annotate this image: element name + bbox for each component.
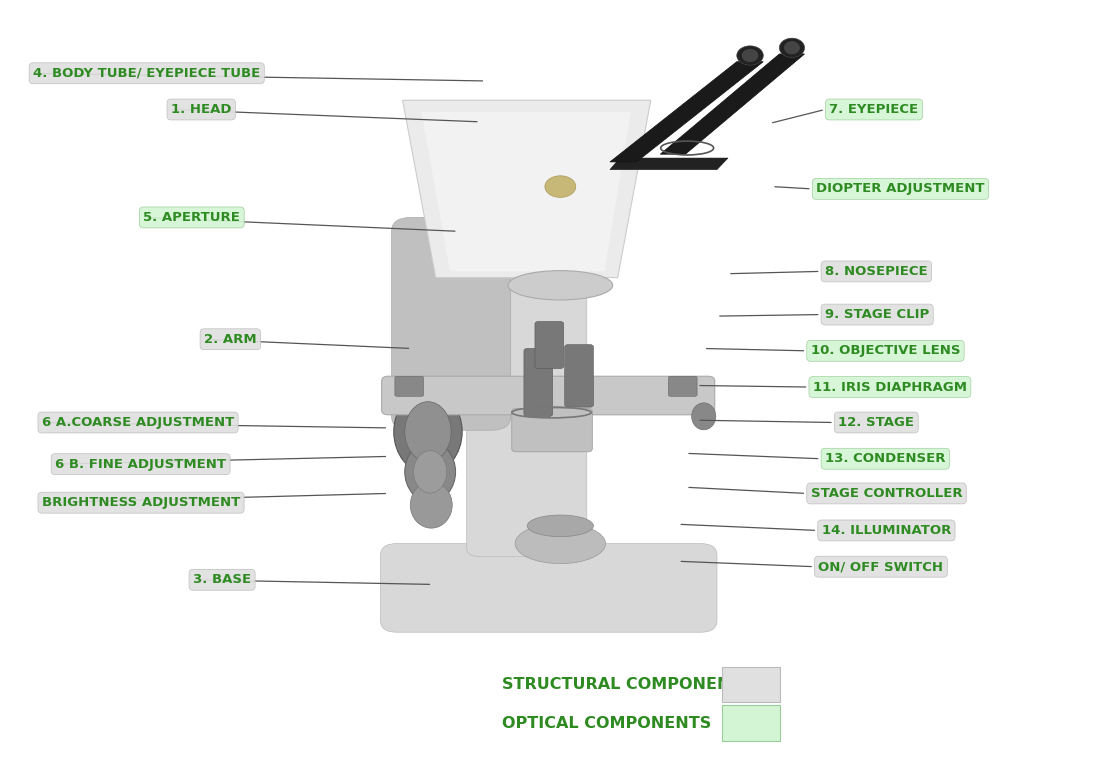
Ellipse shape — [515, 524, 606, 564]
FancyBboxPatch shape — [524, 348, 553, 416]
Ellipse shape — [780, 38, 804, 58]
FancyBboxPatch shape — [392, 217, 511, 430]
Text: BRIGHTNESS ADJUSTMENT: BRIGHTNESS ADJUSTMENT — [42, 497, 240, 509]
Ellipse shape — [545, 176, 576, 197]
FancyBboxPatch shape — [535, 322, 564, 369]
Ellipse shape — [784, 42, 800, 54]
FancyBboxPatch shape — [565, 345, 593, 407]
Text: OPTICAL COMPONENTS: OPTICAL COMPONENTS — [502, 715, 711, 731]
FancyBboxPatch shape — [512, 409, 592, 452]
Polygon shape — [661, 54, 804, 154]
Ellipse shape — [384, 557, 715, 612]
Text: 1. HEAD: 1. HEAD — [171, 103, 232, 116]
Text: 10. OBJECTIVE LENS: 10. OBJECTIVE LENS — [811, 345, 961, 357]
Text: 5. APERTURE: 5. APERTURE — [143, 211, 240, 224]
Text: 14. ILLUMINATOR: 14. ILLUMINATOR — [822, 524, 951, 537]
Text: ON/ OFF SWITCH: ON/ OFF SWITCH — [818, 561, 943, 573]
Ellipse shape — [742, 49, 758, 62]
Text: 7. EYEPIECE: 7. EYEPIECE — [829, 103, 919, 116]
Polygon shape — [421, 112, 631, 271]
Polygon shape — [610, 62, 763, 162]
Ellipse shape — [414, 450, 447, 493]
Text: 9. STAGE CLIP: 9. STAGE CLIP — [825, 308, 930, 321]
Ellipse shape — [737, 45, 763, 66]
Text: 12. STAGE: 12. STAGE — [838, 416, 914, 429]
FancyBboxPatch shape — [381, 544, 717, 632]
Ellipse shape — [410, 482, 452, 528]
FancyBboxPatch shape — [722, 667, 780, 702]
Text: 8. NOSEPIECE: 8. NOSEPIECE — [825, 265, 928, 278]
Text: 11. IRIS DIAPHRAGM: 11. IRIS DIAPHRAGM — [813, 381, 967, 393]
Text: 3. BASE: 3. BASE — [193, 574, 251, 586]
FancyBboxPatch shape — [382, 376, 715, 415]
Text: 13. CONDENSER: 13. CONDENSER — [825, 453, 945, 465]
Ellipse shape — [405, 402, 451, 462]
Polygon shape — [403, 100, 651, 278]
FancyBboxPatch shape — [395, 376, 424, 396]
Ellipse shape — [692, 402, 716, 430]
Polygon shape — [610, 158, 728, 170]
Text: 4. BODY TUBE/ EYEPIECE TUBE: 4. BODY TUBE/ EYEPIECE TUBE — [33, 67, 260, 79]
Ellipse shape — [527, 515, 593, 537]
Text: 6 B. FINE ADJUSTMENT: 6 B. FINE ADJUSTMENT — [55, 458, 226, 470]
FancyBboxPatch shape — [722, 705, 780, 741]
Ellipse shape — [405, 442, 456, 502]
FancyBboxPatch shape — [467, 214, 587, 557]
Text: DIOPTER ADJUSTMENT: DIOPTER ADJUSTMENT — [816, 183, 985, 195]
Ellipse shape — [394, 390, 462, 473]
Text: 6 A.COARSE ADJUSTMENT: 6 A.COARSE ADJUSTMENT — [42, 416, 234, 429]
Text: STRUCTURAL COMPONENTS: STRUCTURAL COMPONENTS — [502, 677, 753, 692]
FancyBboxPatch shape — [668, 376, 697, 396]
Text: STAGE CONTROLLER: STAGE CONTROLLER — [811, 487, 962, 500]
Ellipse shape — [507, 271, 613, 300]
Text: 2. ARM: 2. ARM — [204, 333, 257, 345]
